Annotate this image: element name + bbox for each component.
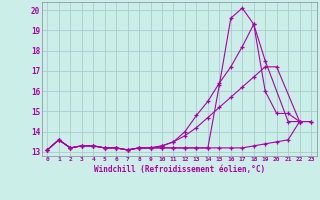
X-axis label: Windchill (Refroidissement éolien,°C): Windchill (Refroidissement éolien,°C) [94,165,265,174]
